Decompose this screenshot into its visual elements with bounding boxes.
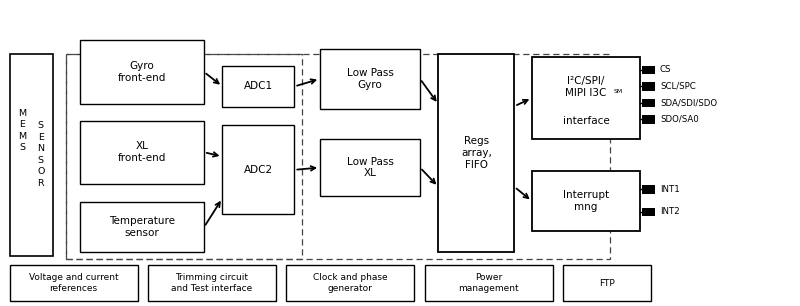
- Text: I²C/SPI/
MIPI I3C: I²C/SPI/ MIPI I3C: [566, 76, 606, 98]
- Bar: [10, 265, 138, 301]
- Text: Temperature
sensor: Temperature sensor: [109, 216, 175, 238]
- Bar: [320, 139, 420, 196]
- Bar: [563, 265, 651, 301]
- Text: Voltage and current
references: Voltage and current references: [29, 273, 118, 293]
- Bar: [10, 54, 53, 256]
- Bar: [532, 57, 640, 139]
- Bar: [80, 40, 204, 104]
- Text: FTP: FTP: [599, 278, 615, 288]
- Text: M
E
M
S: M E M S: [18, 109, 26, 152]
- Text: interface: interface: [562, 116, 610, 126]
- Bar: [222, 125, 294, 214]
- Text: SCL/SPC: SCL/SPC: [660, 82, 696, 91]
- Bar: [320, 49, 420, 109]
- Bar: [642, 82, 655, 91]
- Text: SM: SM: [614, 89, 622, 94]
- Text: Regs
array,
FIFO: Regs array, FIFO: [461, 136, 492, 170]
- Bar: [66, 54, 610, 259]
- Bar: [642, 115, 655, 124]
- Text: XL
front-end: XL front-end: [118, 141, 166, 163]
- Text: S
E
N
S
O
R: S E N S O R: [37, 121, 44, 188]
- Bar: [148, 265, 276, 301]
- Bar: [642, 185, 655, 194]
- Text: ADC2: ADC2: [244, 165, 273, 175]
- Text: Low Pass
XL: Low Pass XL: [346, 157, 394, 178]
- Text: Interrupt
mng: Interrupt mng: [563, 190, 609, 212]
- Text: SDO/SA0: SDO/SA0: [660, 115, 698, 124]
- Bar: [642, 65, 655, 74]
- Text: ADC1: ADC1: [244, 81, 273, 91]
- Text: Trimming circuit
and Test interface: Trimming circuit and Test interface: [171, 273, 253, 293]
- Bar: [642, 99, 655, 107]
- Bar: [532, 171, 640, 231]
- Text: Low Pass
Gyro: Low Pass Gyro: [346, 68, 394, 90]
- Text: Power
management: Power management: [458, 273, 519, 293]
- Bar: [80, 202, 204, 252]
- Bar: [80, 121, 204, 184]
- Text: CS: CS: [660, 65, 671, 74]
- Bar: [286, 265, 414, 301]
- Bar: [438, 54, 514, 252]
- Text: INT2: INT2: [660, 207, 680, 216]
- Text: INT1: INT1: [660, 185, 680, 194]
- Bar: [66, 54, 302, 259]
- Text: Clock and phase
generator: Clock and phase generator: [313, 273, 388, 293]
- Text: Gyro
front-end: Gyro front-end: [118, 61, 166, 83]
- Bar: [642, 208, 655, 216]
- Bar: [222, 66, 294, 107]
- Text: SDA/SDI/SDO: SDA/SDI/SDO: [660, 98, 717, 107]
- Bar: [425, 265, 553, 301]
